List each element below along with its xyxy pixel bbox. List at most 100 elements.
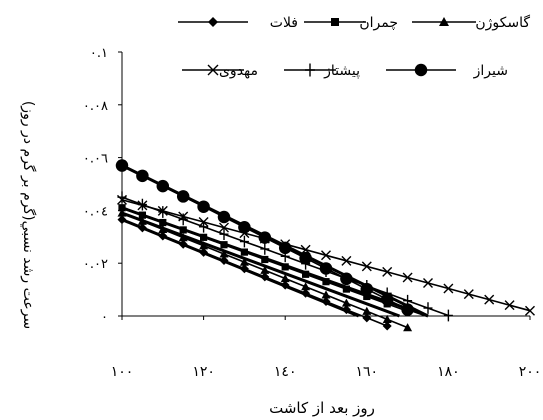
series-2	[118, 204, 412, 315]
data-point	[321, 290, 331, 299]
data-point	[341, 298, 351, 307]
data-point	[423, 278, 433, 288]
data-point	[117, 215, 127, 225]
legend-item: فلات	[178, 15, 298, 31]
data-point	[219, 222, 229, 233]
data-point	[261, 255, 269, 264]
data-point	[341, 255, 352, 266]
legend-item: پیشتاز	[284, 63, 360, 79]
x-tick-label: ۲۰۰	[519, 364, 542, 380]
data-point	[178, 233, 188, 242]
y-tick-label: ۰.۰۸	[83, 99, 108, 114]
data-point	[342, 285, 350, 293]
data-point	[340, 272, 353, 286]
series-5	[117, 191, 453, 322]
y-tick-label: ۰.۰٤	[83, 204, 108, 219]
data-point	[504, 300, 515, 311]
y-tick-label: ۰.۰۲	[83, 257, 108, 272]
y-tick-label: ۰.۱	[90, 46, 108, 61]
data-point	[362, 306, 372, 315]
series-1	[117, 215, 392, 331]
legend: فلات چمران گاسکوژن مهدوی پیشتاز شیراز	[178, 14, 530, 79]
data-point	[199, 247, 209, 257]
legend-marker	[414, 63, 428, 77]
legend-item: مهدوی	[182, 63, 258, 79]
data-point	[382, 321, 392, 331]
legend-marker	[439, 17, 449, 26]
data-point	[319, 262, 333, 275]
series-layer	[115, 159, 535, 332]
data-point	[423, 302, 433, 314]
data-point	[200, 233, 208, 241]
data-point	[443, 283, 454, 294]
x-axis-label: روز بعد از کاشت	[269, 399, 375, 417]
legend-label: مهدوی	[219, 63, 258, 79]
data-point	[136, 169, 149, 183]
x-tick-label: ۱٤۰	[274, 364, 297, 380]
trendline-3	[121, 211, 400, 318]
legend-label: فلات	[270, 15, 298, 31]
legend-marker	[207, 64, 219, 76]
data-point	[197, 200, 210, 213]
legend-label: پیشتاز	[323, 63, 360, 79]
data-point	[199, 241, 209, 250]
data-point	[463, 289, 474, 300]
data-point	[117, 191, 127, 204]
data-point	[137, 223, 147, 233]
data-point	[360, 282, 374, 296]
data-point	[302, 270, 310, 278]
data-point	[299, 251, 312, 265]
data-point	[239, 257, 249, 266]
x-tick-label: ۱٦۰	[356, 364, 379, 380]
data-point	[158, 224, 168, 234]
data-point	[138, 211, 146, 219]
data-point	[260, 272, 270, 282]
legend-label: چمران	[359, 15, 398, 31]
x-tick-label: ۱۸۰	[437, 364, 460, 380]
data-point	[176, 190, 190, 203]
data-point	[281, 263, 289, 271]
legend-label: گاسکوژن	[475, 14, 530, 31]
legend-label: شیراز	[473, 63, 508, 79]
data-point	[217, 210, 231, 224]
data-point	[301, 288, 311, 298]
data-point	[179, 226, 187, 234]
data-point	[382, 314, 392, 324]
data-point	[219, 228, 229, 241]
data-point	[402, 272, 413, 283]
data-point	[321, 296, 331, 306]
data-point	[322, 278, 330, 286]
data-point	[362, 313, 372, 323]
legend-item: چمران	[304, 15, 398, 31]
legend-item: گاسکوژن	[412, 14, 530, 31]
legend-marker	[208, 17, 218, 27]
data-point	[403, 323, 413, 332]
data-point	[321, 250, 331, 261]
y-axis-label: سرعت رشد نسبي(گرم بر گرم در روز)	[20, 101, 37, 329]
data-point	[220, 241, 228, 249]
series-line	[121, 218, 388, 327]
data-point	[178, 213, 188, 226]
data-point	[219, 249, 229, 258]
data-point	[443, 309, 453, 322]
data-point	[525, 305, 535, 316]
y-tick-label: ۰.۰٦	[83, 152, 108, 167]
data-point	[199, 220, 209, 233]
tick-labels: ۰ ۰.۰۲ ۰.۰٤ ۰.۰٦ ۰.۰۸ ۰.۱ ۱۰۰ ۱۲۰ ۱٤۰ ۱٦۰ ۱۸۰ ۲۰۰	[83, 46, 541, 380]
data-point	[178, 239, 188, 249]
data-point	[137, 198, 147, 211]
data-point	[258, 231, 272, 244]
data-point	[219, 256, 229, 266]
data-point	[118, 204, 126, 212]
data-point	[361, 261, 372, 272]
data-point	[158, 206, 168, 218]
data-point	[117, 208, 127, 217]
x-tick-label: ۱۲۰	[192, 364, 215, 380]
series-6	[115, 159, 414, 316]
data-point	[341, 305, 351, 315]
data-point	[484, 294, 495, 305]
data-point	[278, 241, 292, 255]
data-point	[280, 274, 290, 283]
data-point	[115, 159, 129, 172]
legend-item: شیراز	[386, 63, 508, 79]
